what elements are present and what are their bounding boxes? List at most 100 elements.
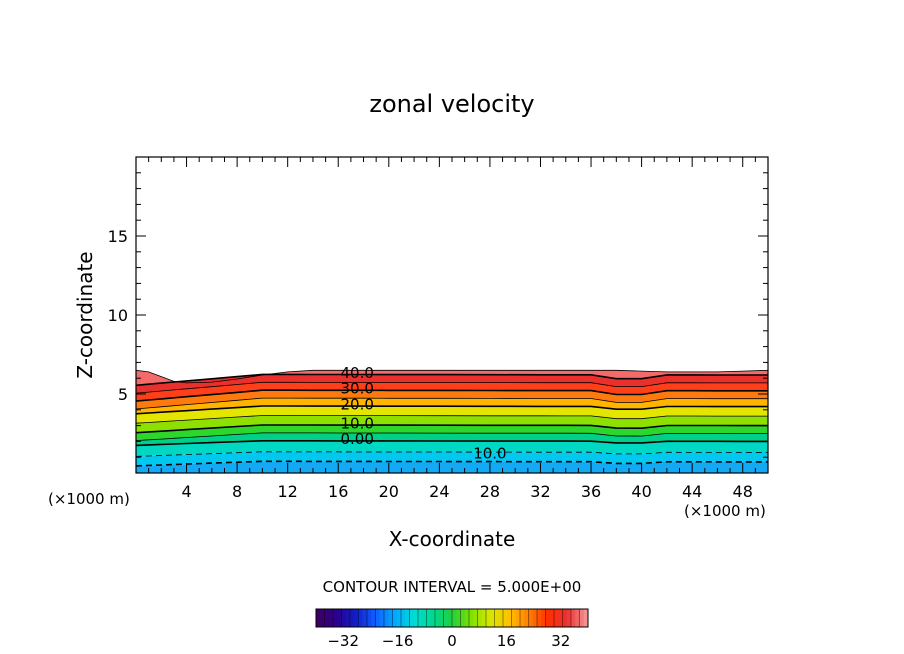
colorbar-swatch	[571, 609, 576, 627]
colorbar-swatch	[388, 609, 393, 627]
colorbar-swatch	[435, 609, 440, 627]
colorbar-swatch	[371, 609, 376, 627]
contour-line	[136, 451, 768, 457]
colorbar-swatch	[515, 609, 521, 627]
colorbar-swatch	[554, 609, 559, 627]
colorbar-swatch	[494, 609, 500, 627]
colorbar-swatch	[379, 609, 385, 627]
colorbar-swatch	[456, 609, 461, 627]
colorbar-swatch	[443, 609, 449, 627]
colorbar-swatch	[358, 609, 364, 627]
colorbar-swatch	[464, 609, 470, 627]
colorbar-swatch	[405, 609, 410, 627]
colorbar-swatch	[320, 609, 325, 627]
contour-label: 10.0	[340, 414, 373, 432]
x-unit-right: (×1000 m)	[684, 502, 766, 520]
colorbar-swatch	[520, 609, 525, 627]
colorbar-swatch	[507, 609, 512, 627]
colorbar-swatch	[537, 609, 542, 627]
x-axis-ticks: 4 8 12 16 20 24 28 32 36 40 44 48	[148, 157, 756, 501]
colorbar	[315, 608, 589, 628]
y-tick-label: 5	[118, 385, 128, 404]
velocity-color-fill	[136, 370, 768, 473]
y-tick-label: 10	[108, 306, 128, 325]
contour-line	[136, 424, 768, 434]
colorbar-swatch	[545, 609, 551, 627]
colorbar-swatch	[473, 609, 478, 627]
colorbar-swatch	[503, 609, 508, 627]
colorbar-swatch	[558, 609, 563, 627]
colorbar-swatch	[469, 609, 474, 627]
colorbar-swatch	[362, 609, 368, 627]
velocity-band	[136, 406, 768, 424]
velocity-band	[136, 390, 768, 409]
colorbar-swatch	[401, 609, 406, 627]
colorbar-swatch	[486, 609, 491, 627]
y-tick-label: 15	[108, 227, 128, 246]
velocity-band	[136, 440, 768, 457]
colorbar-swatch	[562, 609, 568, 627]
contour-line	[136, 397, 768, 410]
colorbar-swatch	[422, 609, 427, 627]
colorbar-swatch	[333, 609, 338, 627]
contour-line	[136, 369, 768, 384]
contour-line	[136, 373, 768, 387]
colorbar-swatch	[341, 609, 347, 627]
colorbar-tick-label: 16	[497, 632, 516, 650]
x-tick-label: 4	[181, 482, 191, 501]
colorbar-swatch	[328, 609, 334, 627]
y-axis-ticks: 5 10 15	[108, 172, 768, 458]
x-tick-label: 44	[682, 482, 702, 501]
contour-label: 30.0	[340, 380, 373, 398]
colorbar-tick-label: −32	[327, 632, 359, 650]
x-tick-label: 28	[480, 482, 500, 501]
colorbar-swatch	[354, 609, 359, 627]
colorbar-swatch	[566, 609, 572, 627]
colorbar-swatch	[532, 609, 538, 627]
x-unit-left: (×1000 m)	[48, 490, 130, 508]
colorbar-swatch	[426, 609, 432, 627]
colorbar-swatch	[511, 609, 517, 627]
contour-line	[136, 440, 768, 447]
colorbar-swatch	[447, 609, 453, 627]
colorbar-tick-label: −16	[382, 632, 414, 650]
contour-label: 20.0	[340, 395, 373, 413]
colorbar-swatch	[316, 609, 321, 627]
chart-title: zonal velocity	[369, 90, 534, 118]
colorbar-swatch	[528, 609, 534, 627]
x-axis-label: X-coordinate	[389, 527, 516, 551]
colorbar-tick-labels: −32 −16 0 16 32	[327, 632, 570, 650]
colorbar-swatch	[439, 609, 444, 627]
colorbar-swatch	[460, 609, 466, 627]
colorbar-swatch	[396, 609, 402, 627]
colorbar-swatch	[583, 609, 589, 627]
contour-line	[136, 389, 768, 402]
colorbar-swatch	[498, 609, 504, 627]
contour-label: 40.0	[340, 364, 373, 382]
colorbar-swatch	[541, 609, 546, 627]
colorbar-swatch	[549, 609, 555, 627]
colorbar-swatch	[524, 609, 529, 627]
velocity-band	[136, 461, 768, 473]
colorbar-swatch	[367, 609, 372, 627]
x-tick-label: 8	[232, 482, 242, 501]
x-tick-label: 12	[278, 482, 298, 501]
contour-line	[136, 405, 768, 415]
colorbar-swatch	[345, 609, 351, 627]
colorbar-tick-label: 0	[447, 632, 457, 650]
x-tick-label: 16	[328, 482, 348, 501]
colorbar-swatch	[477, 609, 483, 627]
contour-line	[136, 415, 768, 424]
contour-label: 10.0	[473, 444, 506, 462]
y-axis-label: Z-coordinate	[73, 251, 97, 378]
colorbar-frame	[315, 608, 589, 628]
contour-label: 0.00	[340, 430, 373, 448]
colorbar-swatch	[452, 609, 457, 627]
colorbar-swatch	[384, 609, 389, 627]
x-tick-label: 40	[631, 482, 651, 501]
colorbar-swatch	[579, 609, 585, 627]
colorbar-swatch	[481, 609, 487, 627]
velocity-band	[136, 382, 768, 402]
